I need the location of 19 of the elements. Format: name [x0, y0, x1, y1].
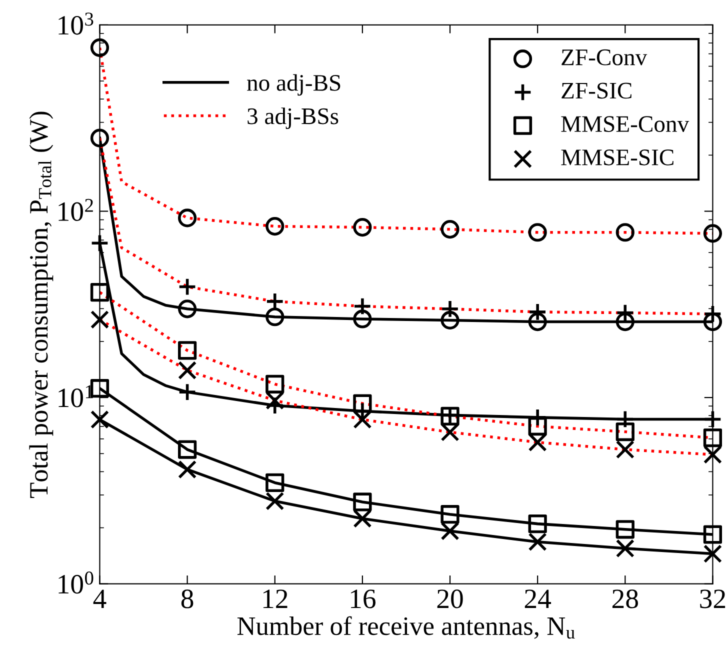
x-tick-label: 12	[263, 590, 288, 608]
x-tick-label: 8	[181, 590, 194, 608]
y-tick-label: 10$^{0}$	[58, 572, 94, 594]
x-axis-title: Number of receive antennas, N$_{u}$	[237, 616, 575, 639]
x-tick-label: 4	[93, 590, 106, 608]
x-tick-label: 28	[612, 590, 638, 608]
y-tick-label: 10$^{2}$	[58, 198, 93, 221]
y-tick-label: 10$^{3}$	[58, 12, 94, 35]
legend-label: ZF-Conv	[562, 49, 648, 66]
x-tick-label: 32	[700, 590, 726, 608]
y-axis-title: Total power consumption, P$_{Total}$ (W)	[29, 112, 54, 498]
legend-label: no adj-BS	[247, 74, 340, 96]
legend-label: MMSE-Conv	[561, 116, 690, 132]
x-tick-label: 16	[350, 590, 376, 608]
legend-label: ZF-SIC	[562, 82, 632, 99]
legend-label: 3 adj-BSs	[248, 108, 338, 130]
x-tick-label: 24	[524, 590, 552, 608]
legend-label: MMSE-SIC	[561, 150, 674, 166]
x-tick-label: 20	[437, 590, 463, 608]
